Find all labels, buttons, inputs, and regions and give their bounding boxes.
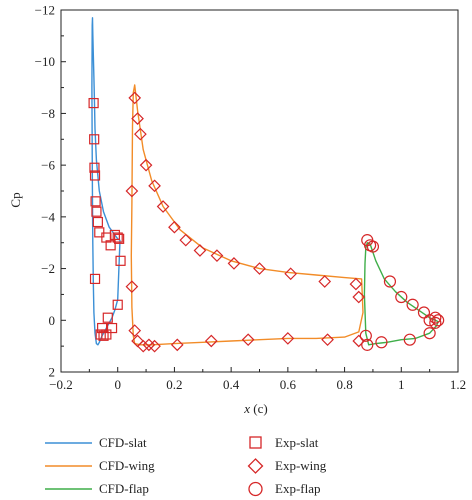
exp-wing-marker [349, 277, 363, 291]
x-tick-label: 1.2 [450, 377, 466, 392]
exp-wing-marker [241, 333, 255, 347]
exp-wing-marker [128, 91, 142, 105]
exp-slat-marker [91, 206, 102, 217]
exp-slat-marker [105, 240, 116, 251]
exp-wing-marker [168, 220, 181, 234]
exp-flap-marker [403, 333, 416, 346]
exp-flap-marker [361, 338, 374, 351]
legend-wing-exp-marker [247, 458, 264, 474]
x-tick-label: 0.8 [336, 377, 352, 392]
exp-slat-marker [88, 97, 99, 109]
series-layer [88, 17, 445, 353]
x-tick-label: 0 [114, 377, 121, 392]
exp-wing-marker [318, 275, 332, 288]
y-tick-label: 2 [49, 365, 56, 380]
exp-slat-marker [89, 162, 100, 173]
x-tick-label: 0.6 [280, 377, 297, 392]
exp-flap-marker [417, 306, 431, 319]
exp-flap-marker [423, 314, 436, 327]
exp-wing-marker [148, 179, 161, 193]
x-tick-label: 0.2 [166, 377, 182, 392]
exp-wing-marker [156, 200, 170, 213]
exp-wing-marker [281, 332, 295, 345]
y-axis-label: Cp [8, 192, 23, 207]
cfd-flap-curve [363, 241, 439, 346]
legend-flap-exp-marker [248, 481, 263, 497]
legend-flap-line-label: CFD-flap [99, 481, 149, 496]
x-axis-label: x (c) [243, 401, 267, 416]
y-tick-label: −2 [41, 261, 55, 276]
exp-wing-marker [193, 244, 207, 257]
exp-slat-marker [112, 299, 123, 310]
exp-wing-marker [128, 324, 142, 337]
exp-flap-marker [429, 316, 442, 329]
y-tick-label: 0 [49, 313, 56, 328]
plot-area [60, 9, 459, 373]
exp-wing-marker [204, 334, 218, 348]
x-tick-label: −0.2 [49, 377, 73, 392]
exp-slat-marker [95, 329, 106, 340]
cfd-slat-curve [91, 17, 121, 346]
x-axis-label-unit: (c) [253, 401, 267, 416]
exp-wing-marker [125, 280, 139, 294]
exp-slat-marker [106, 322, 118, 334]
exp-slat-marker [102, 312, 113, 323]
exp-flap-marker [375, 336, 388, 349]
y-tick-label: −10 [35, 54, 55, 69]
exp-wing-marker [321, 333, 334, 347]
x-axis-label-var: x [243, 401, 250, 416]
cfd-wing-curve [130, 84, 364, 346]
exp-slat-marker [98, 330, 109, 341]
exp-slat-marker [115, 255, 126, 266]
exp-slat-marker [112, 232, 123, 243]
exp-wing-marker [253, 262, 266, 275]
exp-wing-marker [210, 249, 224, 262]
exp-wing-marker [148, 339, 161, 353]
exp-flap-marker [432, 314, 445, 327]
exp-wing-marker [125, 184, 139, 198]
exp-slat-marker [89, 273, 101, 285]
legend-wing-line-label: CFD-wing [99, 458, 155, 473]
legend-slat-exp-marker [249, 436, 262, 449]
y-tick-label: −6 [41, 158, 55, 173]
exp-flap-marker [383, 275, 397, 288]
exp-slat-marker [92, 216, 103, 228]
exp-wing-marker [352, 334, 366, 348]
y-tick-label: −4 [41, 209, 55, 224]
exp-flap-marker [429, 311, 442, 324]
exp-flap-marker [395, 290, 408, 304]
x-tick-label: 0.4 [223, 377, 240, 392]
exp-slat-marker [89, 134, 100, 145]
x-tick-label: 1 [398, 377, 405, 392]
exp-wing-marker [170, 338, 184, 352]
legend-wing-exp-label: Exp-wing [275, 458, 327, 473]
exp-wing-marker [134, 127, 147, 141]
exp-flap-marker [406, 298, 419, 311]
y-tick-label: −12 [35, 3, 55, 18]
exp-wing-marker [284, 267, 298, 281]
exp-wing-marker [139, 158, 153, 172]
exp-slat-marker [101, 329, 112, 340]
exp-slat-marker [90, 196, 101, 207]
y-tick-label: −8 [41, 106, 55, 121]
ticks-layer: −0.2 0 0.2 0.4 0.6 0.8 1 1.2 −12 −10 −8 −6 −4 −2 0 2 [35, 3, 466, 393]
legend-slat-exp-label: Exp-slat [275, 435, 319, 450]
exp-wing-marker [131, 112, 144, 125]
legend-slat-line-label: CFD-slat [99, 435, 147, 450]
legend-flap-exp-label: Exp-flap [275, 481, 320, 496]
exp-wing-marker [227, 257, 241, 270]
exp-flap-marker [366, 240, 380, 253]
exp-wing-marker [136, 339, 150, 353]
exp-flap-marker [359, 329, 372, 342]
exp-flap-marker [423, 327, 436, 340]
legend: CFD-slat CFD-wing CFD-flap Exp-slat Exp-… [45, 435, 327, 497]
exp-slat-marker [89, 170, 101, 181]
exp-slat-marker [114, 233, 125, 244]
plot-frame [60, 9, 459, 373]
exp-wing-marker [352, 290, 366, 304]
exp-wing-marker [179, 233, 193, 247]
exp-slat-marker [94, 227, 105, 238]
